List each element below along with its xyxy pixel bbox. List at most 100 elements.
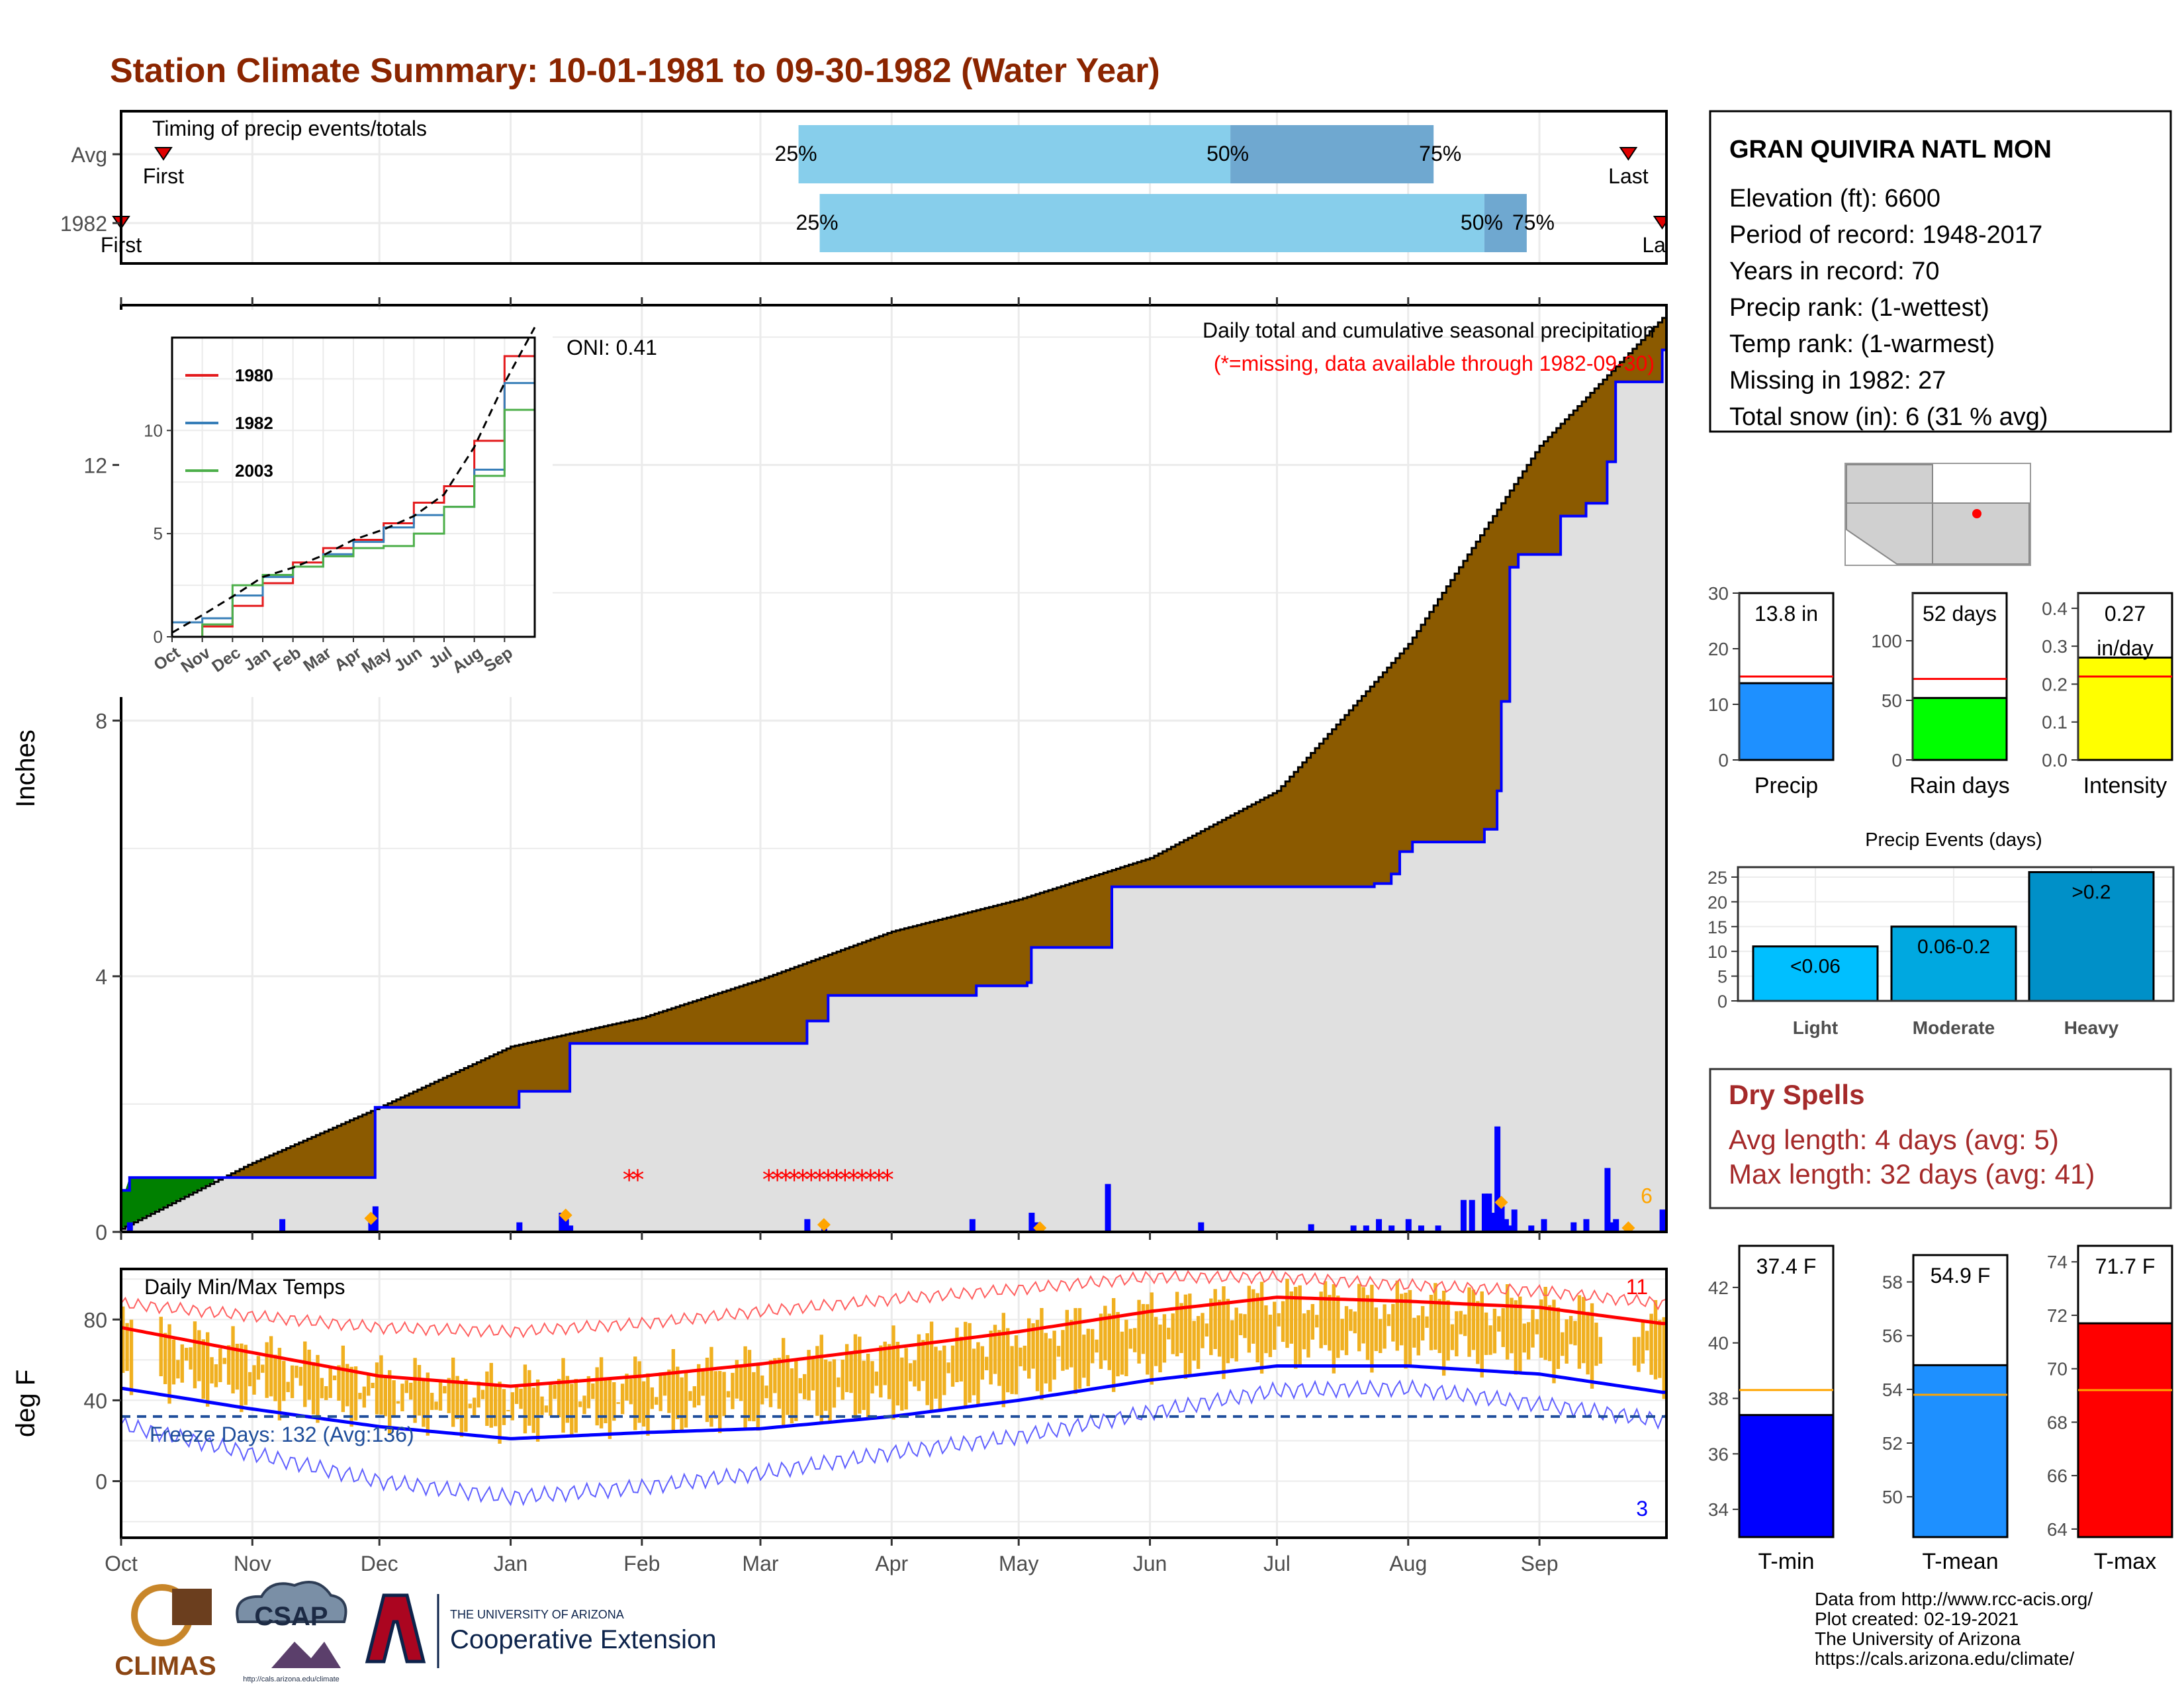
daily-precip-bar [1494, 1126, 1501, 1232]
daily-temp-bar [1361, 1287, 1365, 1344]
temp-tick-label: 42 [1708, 1278, 1729, 1298]
timing-bar-upper [1484, 194, 1527, 252]
daily-temp-bar [879, 1345, 883, 1398]
daily-temp-bar [1662, 1317, 1666, 1399]
daily-temp-bar [946, 1362, 950, 1374]
daily-temp-bar [277, 1348, 282, 1421]
daily-temp-bar [921, 1340, 925, 1382]
daily-temp-bar [1441, 1290, 1446, 1376]
daily-temp-bar [1437, 1299, 1441, 1354]
summary-value-label: 0.27 in/day [2097, 602, 2153, 660]
daily-temp-bar [1255, 1293, 1259, 1363]
daily-temp-bar [1408, 1289, 1412, 1367]
daily-temp-bar [1040, 1307, 1044, 1400]
daily-precip-bar [126, 1222, 133, 1232]
summary-tick-label: 0.1 [2042, 712, 2068, 733]
daily-temp-bar [489, 1362, 493, 1428]
daily-temp-bar [286, 1382, 290, 1393]
daily-temp-bar [1378, 1319, 1383, 1354]
daily-temp-bar [379, 1355, 383, 1415]
daily-temp-bar [1374, 1307, 1378, 1351]
daily-temp-bar [841, 1360, 844, 1400]
daily-temp-bar [900, 1357, 904, 1411]
temp-tick-label: 40 [1708, 1333, 1729, 1354]
missing-day-marker: * [762, 1165, 776, 1196]
last-event-label: Last [1608, 164, 1649, 188]
daily-temp-bar [1264, 1305, 1268, 1354]
daily-temp-bar [1323, 1281, 1328, 1345]
current-cumulative-area [121, 350, 1666, 1232]
daily-temp-bar [777, 1358, 781, 1409]
daily-temp-bar [646, 1373, 650, 1436]
daily-temp-bar [688, 1391, 692, 1401]
daily-temp-bar [1577, 1295, 1582, 1369]
temp-tick-label: 36 [1708, 1444, 1729, 1464]
daily-temp-bar [1416, 1315, 1420, 1356]
daily-temp-bar [955, 1327, 959, 1382]
daily-temp-bar [269, 1336, 273, 1397]
daily-temp-bar [472, 1397, 477, 1417]
daily-precip-bar [804, 1219, 811, 1232]
daily-temp-bar [1488, 1325, 1492, 1355]
daily-temp-bar [1179, 1303, 1183, 1353]
panel-border [120, 110, 1668, 265]
daily-temp-bar [662, 1372, 667, 1396]
daily-temp-bar [980, 1346, 985, 1380]
daily-temp-bar [1048, 1338, 1052, 1392]
daily-precip-bar [1308, 1224, 1314, 1232]
event-category-label: Heavy [2064, 1017, 2119, 1038]
daily-temp-bar [1116, 1311, 1120, 1377]
daily-temp-bar [837, 1377, 841, 1387]
daily-temp-bar [244, 1344, 248, 1405]
daily-temp-bar [1175, 1291, 1179, 1357]
summary-category-label: Precip [1754, 773, 1818, 798]
daily-temp-bar [549, 1382, 553, 1416]
credit-line: https://cals.arizona.edu/climate/ [1815, 1648, 2074, 1669]
summary-category-label: Intensity [2083, 773, 2167, 798]
record-tmax-line [121, 1269, 1666, 1338]
daily-temp-bar [1247, 1286, 1251, 1353]
summary-tick-label: 50 [1882, 690, 1902, 711]
daily-temp-bar [438, 1380, 443, 1411]
daily-temp-bar [201, 1339, 205, 1399]
summary-category-label: Rain days [1909, 773, 2009, 798]
daily-temp-bar [358, 1393, 362, 1399]
daily-temp-bar [959, 1336, 964, 1382]
daily-temp-bar [1306, 1310, 1310, 1358]
daily-temp-bar [637, 1361, 641, 1423]
daily-temp-bar [874, 1371, 879, 1386]
daily-temp-bar [709, 1346, 713, 1427]
x-tick-label: Sep [1521, 1552, 1559, 1575]
daily-temp-bar [256, 1356, 261, 1380]
daily-temp-bar [625, 1374, 629, 1401]
daily-temp-bar [235, 1343, 240, 1390]
missing-day-marker: * [623, 1165, 636, 1196]
daily-temp-bar [1128, 1329, 1132, 1349]
daily-temp-bar [599, 1357, 604, 1429]
daily-temp-bar [853, 1334, 858, 1421]
daily-temp-bar [743, 1346, 747, 1429]
dry-spells-border [1709, 1068, 2172, 1209]
snow-marker [1621, 1221, 1635, 1232]
daily-temp-bar [616, 1402, 620, 1404]
missing-day-marker: * [839, 1165, 852, 1196]
summary-value-label: 52 days [1923, 602, 1997, 626]
daily-temp-bar [1582, 1297, 1586, 1364]
daily-precip-bar [567, 1225, 574, 1232]
x-tick-label: Jul [1263, 1552, 1291, 1575]
daily-precip-bar [1460, 1199, 1467, 1232]
daily-temp-bar [413, 1358, 417, 1423]
daily-temp-bar [261, 1364, 265, 1373]
daily-temp-bar [189, 1347, 193, 1370]
daily-temp-bar [1213, 1289, 1217, 1349]
daily-temp-bar [498, 1382, 502, 1444]
daily-temp-bar [1315, 1315, 1319, 1328]
daily-temp-bar [713, 1371, 718, 1419]
daily-temp-bar [739, 1366, 743, 1401]
daily-precip-bar [368, 1222, 375, 1232]
daily-temp-bar [540, 1396, 544, 1415]
daily-temp-bar [1353, 1311, 1357, 1334]
daily-temp-bar [582, 1395, 586, 1415]
daily-temp-bar [1399, 1293, 1404, 1346]
daily-temp-bar [510, 1392, 514, 1421]
